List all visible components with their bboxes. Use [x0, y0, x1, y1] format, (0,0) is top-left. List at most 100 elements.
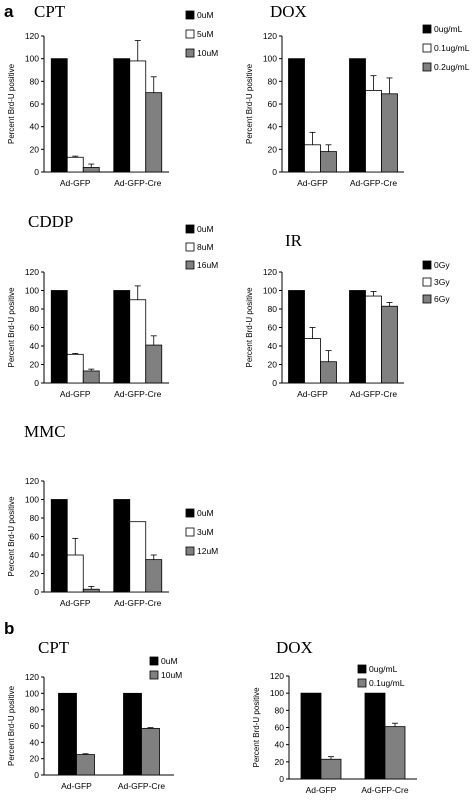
y-tick-label: 80: [30, 76, 40, 86]
bar-12uM-Ad-GFP: [82, 588, 100, 593]
y-tick-label: 120: [25, 672, 39, 682]
x-category-label: Ad-GFP-Cre: [114, 598, 162, 608]
y-tick-label: 60: [268, 99, 278, 109]
bar-10uM-Ad-GFP: [82, 167, 100, 173]
x-category-label: Ad-GFP: [60, 389, 91, 399]
y-tick-label: 120: [263, 267, 277, 277]
bar-8uM-Ad-GFP: [66, 353, 84, 384]
bar-0.1ug/mL-Ad-GFP: [304, 144, 321, 173]
x-category-label: Ad-GFP-Cre: [361, 785, 409, 795]
y-tick-label: 120: [25, 476, 39, 486]
x-category-label: Ad-GFP-Cre: [350, 178, 398, 188]
bar-10uM-Ad-GFP: [76, 754, 95, 776]
bar-0.1ug/mL-Ad-GFP: [320, 758, 342, 780]
bar-16uM-Ad-GFP-Cre: [145, 344, 163, 384]
legend-label: 0uM: [197, 10, 214, 20]
x-category-label: Ad-GFP: [297, 389, 328, 399]
x-category-label: Ad-GFP: [60, 598, 91, 608]
legend-swatch: [185, 48, 195, 58]
legend-label: 6Gy: [434, 294, 450, 304]
bar-0ug/mL-Ad-GFP-Cre: [364, 692, 386, 780]
y-axis-label: Percent Brd-U positive: [7, 63, 16, 144]
legend-swatch: [422, 62, 432, 72]
chart-2: CDDP 0 20 40 60 80 100 120 Percent Brd-U positiv…: [7, 212, 218, 399]
y-tick-label: 120: [270, 671, 284, 681]
bar-0Gy-Ad-GFP-Cre: [349, 290, 366, 384]
chart-title: MMC: [24, 422, 66, 441]
panel-label-a: a: [4, 2, 14, 21]
y-tick-label: 20: [30, 754, 40, 764]
legend-label: 0.2ug/mL: [434, 62, 470, 72]
chart-title: DOX: [270, 2, 307, 21]
legend-swatch: [422, 294, 432, 304]
y-tick-label: 120: [25, 31, 39, 41]
bar-10uM-Ad-GFP-Cre: [145, 92, 163, 173]
y-tick-label: 40: [30, 341, 40, 351]
bar-16uM-Ad-GFP: [82, 370, 100, 384]
y-tick-label: 120: [263, 31, 277, 41]
bar-6Gy-Ad-GFP-Cre: [381, 305, 398, 384]
y-tick-label: 40: [30, 550, 40, 560]
y-axis-label: Percent Brd-U positive: [245, 287, 254, 368]
legend-label: 3uM: [197, 527, 214, 537]
bar-12uM-Ad-GFP-Cre: [145, 559, 163, 593]
y-axis-label: Percent Brd-U positive: [7, 685, 16, 766]
bar-0uM-Ad-GFP: [50, 58, 68, 173]
chart-6: DOX 0 20 40 60 80 100 120 Percent Brd-U positive…: [252, 638, 417, 795]
y-axis-label: Percent Brd-U positive: [245, 63, 254, 144]
bar-0uM-Ad-GFP: [50, 499, 68, 593]
y-tick-label: 100: [25, 495, 39, 505]
y-tick-label: 60: [30, 99, 40, 109]
bar-0Gy-Ad-GFP: [288, 290, 305, 384]
x-category-label: Ad-GFP-Cre: [114, 178, 162, 188]
legend-label: 12uM: [197, 546, 218, 556]
legend-swatch: [185, 29, 195, 39]
bar-0uM-Ad-GFP-Cre: [123, 692, 142, 776]
legend-swatch: [422, 277, 432, 287]
legend-swatch: [185, 527, 195, 537]
chart-0: CPT 0 20 40 60 80 100 120 Percent Brd-U positive…: [7, 2, 218, 188]
chart-4: MMC 0 20 40 60 80 100 120 Percent Brd-U positive…: [7, 422, 218, 608]
legend-label: 8uM: [197, 242, 214, 252]
chart-1: DOX 0 20 40 60 80 100 120 Percent Brd-U positive…: [245, 2, 470, 188]
legend-label: 0uM: [197, 508, 214, 518]
chart-5: CPT 0 20 40 60 80 100 120 Percent Brd-U positive…: [7, 638, 182, 791]
bar-0ug/mL-Ad-GFP: [300, 692, 322, 780]
y-tick-label: 60: [30, 323, 40, 333]
bar-10uM-Ad-GFP-Cre: [141, 728, 160, 776]
y-tick-label: 40: [30, 737, 40, 747]
y-tick-label: 80: [268, 304, 278, 314]
y-tick-label: 0: [34, 770, 39, 780]
bar-3Gy-Ad-GFP: [304, 338, 321, 384]
bar-0ug/mL-Ad-GFP: [288, 58, 305, 173]
y-tick-label: 120: [25, 267, 39, 277]
y-tick-label: 100: [270, 688, 284, 698]
legend-swatch: [185, 242, 195, 252]
y-tick-label: 60: [275, 723, 285, 733]
legend-label: 0.1ug/mL: [369, 678, 405, 688]
bar-0uM-Ad-GFP-Cre: [113, 499, 131, 593]
x-category-label: Ad-GFP: [297, 178, 328, 188]
bar-0uM-Ad-GFP: [58, 692, 77, 776]
bar-0uM-Ad-GFP-Cre: [113, 290, 131, 384]
y-tick-label: 100: [25, 286, 39, 296]
panel-label-b: b: [4, 619, 14, 638]
y-tick-label: 100: [263, 286, 277, 296]
legend-swatch: [422, 43, 432, 53]
legend-swatch: [357, 664, 367, 674]
y-tick-label: 80: [30, 513, 40, 523]
chart-title: DOX: [276, 638, 313, 657]
y-tick-label: 20: [268, 144, 278, 154]
bar-8uM-Ad-GFP-Cre: [129, 299, 147, 384]
y-tick-label: 100: [263, 54, 277, 64]
y-tick-label: 0: [34, 587, 39, 597]
y-tick-label: 20: [30, 569, 40, 579]
y-tick-label: 20: [275, 757, 285, 767]
x-category-label: Ad-GFP: [306, 785, 337, 795]
y-tick-label: 80: [275, 705, 285, 715]
legend-swatch: [422, 260, 432, 270]
bar-3uM-Ad-GFP: [66, 554, 84, 593]
y-tick-label: 80: [30, 705, 40, 715]
chart-title: CDDP: [28, 212, 73, 231]
